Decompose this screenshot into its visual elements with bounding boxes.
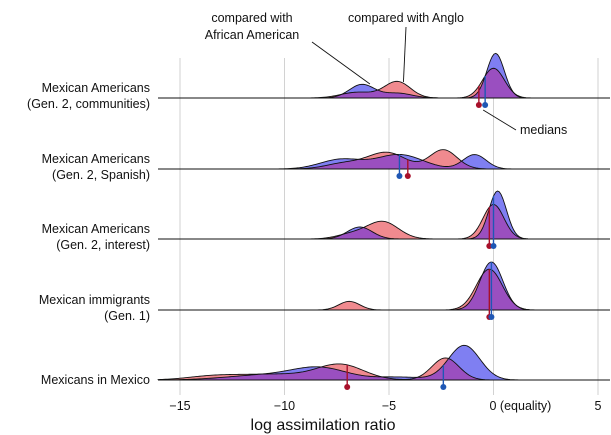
annotation-anglo: compared with Anglo: [348, 11, 464, 25]
annotation-medians: medians: [520, 123, 567, 137]
group-labels: Mexican Americans (Gen. 2, communities) Me…: [27, 81, 150, 387]
african-american-density: [158, 262, 610, 310]
annotation-aa-leader: [311, 41, 371, 85]
group-label: (Gen. 2, Spanish): [52, 168, 150, 182]
ridge-group: [158, 149, 610, 170]
african-american-median-dot: [488, 314, 495, 320]
ridge-group: [158, 190, 610, 240]
african-american-median-dot: [396, 173, 403, 179]
group-label: (Gen. 1): [104, 309, 150, 323]
median-markers: [344, 76, 497, 390]
annotations: compared with African American compared wi…: [205, 11, 567, 137]
anglo-median-dot: [475, 102, 482, 108]
anglo-median-dot: [404, 173, 411, 179]
african-american-median-dot: [440, 384, 447, 390]
x-tick-label: −10: [274, 399, 295, 413]
x-tick-label: 0 (equality): [490, 399, 552, 413]
ridge-group: [157, 344, 610, 381]
overlap-density: [158, 154, 610, 169]
overlap-density: [158, 358, 610, 380]
group-label: Mexicans in Mexico: [41, 373, 150, 387]
ridge-group: [158, 52, 610, 99]
x-tick-label: −5: [382, 399, 396, 413]
african-american-median-dot: [490, 243, 497, 249]
annotation-aa-line2: African American: [205, 28, 300, 42]
anglo-median-dot: [344, 384, 351, 390]
x-axis-title: log assimilation ratio: [251, 417, 396, 434]
x-axis: −15 −10 −5 0 (equality) 5: [169, 399, 601, 413]
anglo-median-dot: [486, 243, 493, 249]
group-label: (Gen. 2, communities): [27, 97, 150, 111]
x-tick-label: 5: [595, 399, 602, 413]
group-label: Mexican immigrants: [39, 293, 150, 307]
annotation-aa-line1: compared with: [211, 11, 292, 25]
overlap-density: [158, 204, 610, 239]
group-label: Mexican Americans: [42, 222, 150, 236]
group-label: (Gen. 2, interest): [56, 238, 150, 252]
density-ridges: [157, 52, 610, 381]
overlap-density: [158, 68, 610, 98]
group-label: Mexican Americans: [42, 152, 150, 166]
african-american-median-dot: [482, 102, 489, 108]
anglo-density: [158, 269, 610, 310]
group-label: Mexican Americans: [42, 81, 150, 95]
x-tick-label: −15: [169, 399, 190, 413]
overlap-density: [158, 269, 610, 310]
ridge-group: [158, 261, 610, 311]
anglo-density-outline: [158, 268, 610, 311]
african-american-density-outline: [158, 261, 610, 311]
annotation-anglo-leader: [403, 26, 407, 83]
annotation-medians-leader: [482, 109, 517, 131]
